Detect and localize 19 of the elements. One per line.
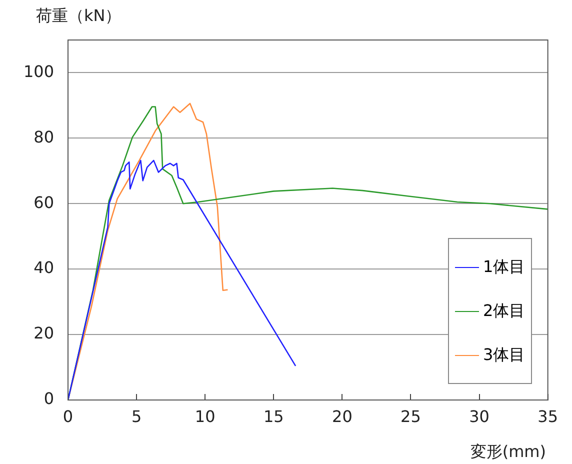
y-tick-label: 0 [44,389,54,408]
x-tick-label: 0 [62,406,74,426]
y-tick-label: 80 [34,127,54,146]
y-tick-label: 100 [23,62,54,81]
legend-label: 3体目 [483,344,526,366]
x-tick-label: 5 [131,406,142,426]
x-tick-label: 30 [469,406,490,426]
y-axis-title: 荷重（kN） [36,6,122,27]
legend-label: 1体目 [483,256,526,278]
x-tick-label: 25 [400,406,421,426]
legend-label: 2体目 [483,300,526,322]
x-tick-label: 15 [263,406,284,426]
x-tick-label: 20 [332,406,352,426]
x-axis-title: 変形(mm) [470,442,546,463]
y-tick-label: 40 [34,258,54,278]
x-tick-label: 35 [538,406,558,426]
x-tick-label: 10 [194,406,216,426]
y-tick-label: 20 [34,324,54,343]
y-tick-label: 60 [34,192,54,212]
